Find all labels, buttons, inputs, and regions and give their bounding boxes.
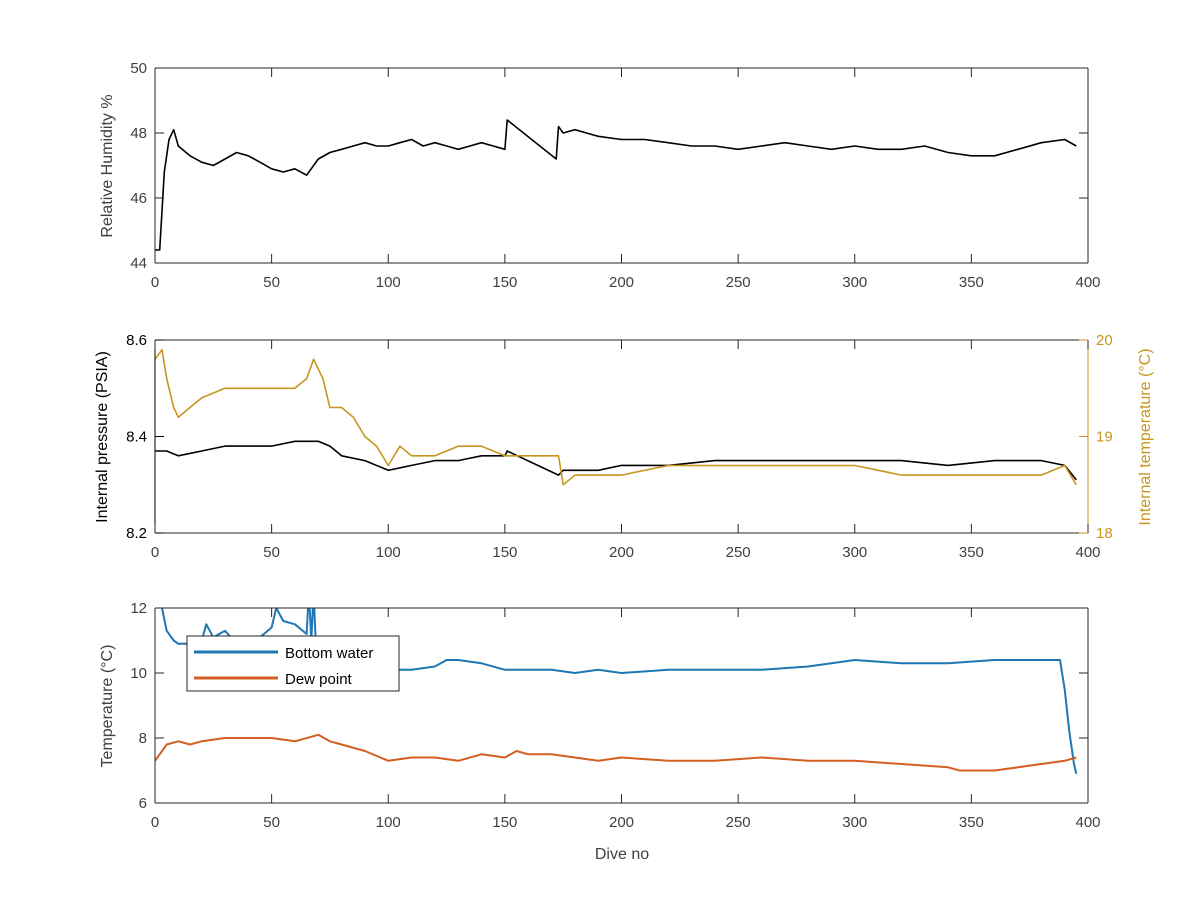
x-tick-label: 100 — [376, 544, 401, 561]
ylabel-internal-temperature: Internal temperature (°C) — [1137, 348, 1154, 525]
y-tick-label: 8.2 — [126, 525, 147, 542]
legend: Bottom water Dew point — [186, 635, 400, 692]
series-line-p1-s1 — [155, 348, 1077, 486]
y-tick-label: 8.6 — [126, 332, 147, 349]
subplot-pressure-temperature: Internal pressure (PSIA) Internal temper… — [94, 332, 1154, 561]
y-tick-label: 12 — [130, 600, 147, 617]
x-tick-label: 0 — [151, 814, 159, 831]
ylabel-pressure: Internal pressure (PSIA) — [94, 351, 111, 523]
y-right-tick-label: 19 — [1096, 429, 1113, 446]
y-tick-label: 10 — [130, 665, 147, 682]
y-right-tick-label: 18 — [1096, 525, 1113, 542]
y-tick-label: 8 — [139, 730, 147, 747]
x-tick-label: 300 — [842, 814, 867, 831]
x-tick-label: 0 — [151, 274, 159, 291]
x-tick-label: 250 — [726, 544, 751, 561]
y-tick-label: 44 — [130, 255, 147, 272]
x-tick-label: 400 — [1075, 544, 1100, 561]
x-tick-label: 350 — [959, 544, 984, 561]
x-tick-label: 150 — [492, 544, 517, 561]
subplot-temperature: Temperature (°C) Dive no 0 50 100 150 200 250… — [99, 600, 1101, 863]
x-tick-label: 300 — [842, 274, 867, 291]
x-tick-label: 400 — [1075, 274, 1100, 291]
x-tick-label: 250 — [726, 274, 751, 291]
x-tick-label: 0 — [151, 544, 159, 561]
y-tick-label: 50 — [130, 60, 147, 77]
legend-label-dew-point: Dew point — [285, 671, 353, 688]
x-tick-label: 400 — [1075, 814, 1100, 831]
x-tick-label: 350 — [959, 814, 984, 831]
x-tick-label: 50 — [263, 544, 280, 561]
xlabel-dive-no: Dive no — [595, 846, 649, 863]
y-tick-label: 8.4 — [126, 429, 147, 446]
series-line-dew-point — [155, 733, 1077, 772]
x-tick-label: 150 — [492, 274, 517, 291]
legend-box — [186, 635, 400, 692]
y-tick-label: 48 — [130, 125, 147, 142]
x-tick-label: 200 — [609, 274, 634, 291]
series-line-p0-s0 — [155, 119, 1077, 251]
y-right-tick-label: 20 — [1096, 332, 1113, 349]
x-tick-label: 300 — [842, 544, 867, 561]
x-tick-label: 150 — [492, 814, 517, 831]
x-tick-label: 100 — [376, 814, 401, 831]
series-line-p1-s0 — [155, 440, 1077, 481]
x-tick-label: 200 — [609, 814, 634, 831]
ylabel-humidity: Relative Humidity % — [99, 94, 116, 237]
x-tick-label: 50 — [263, 274, 280, 291]
subplot-humidity: Relative Humidity % 0 50 100 150 200 250 300 35… — [99, 60, 1101, 291]
x-tick-label: 250 — [726, 814, 751, 831]
x-tick-label: 100 — [376, 274, 401, 291]
ylabel-temperature: Temperature (°C) — [99, 645, 116, 768]
x-tick-label: 50 — [263, 814, 280, 831]
x-tick-label: 350 — [959, 274, 984, 291]
legend-label-bottom-water: Bottom water — [285, 645, 373, 662]
x-tick-label: 200 — [609, 544, 634, 561]
y-tick-label: 6 — [139, 795, 147, 812]
y-tick-label: 46 — [130, 190, 147, 207]
